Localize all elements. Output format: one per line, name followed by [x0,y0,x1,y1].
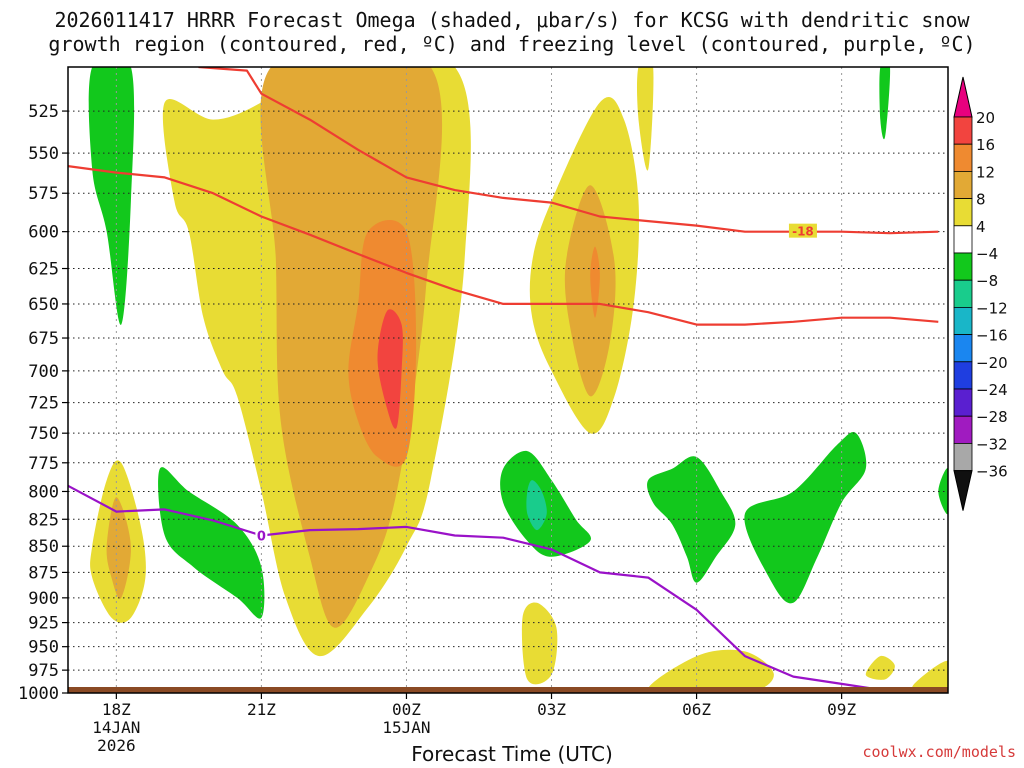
colorbar-label-8: −16 [976,327,1008,345]
x-tick-label-18Z-2: 2026 [97,736,136,755]
colorbar-label-13: −36 [976,463,1008,481]
colorbar-label-1: 16 [976,136,995,154]
y-tick-label-850: 850 [28,537,59,557]
x-tick-label-00Z-0: 00Z [392,700,421,719]
x-tick-label-00Z-1: 15JAN [382,718,430,737]
colorbar-swatch-2 [953,143,973,172]
contour-label-bg-0 [255,527,268,543]
omega-region-up-12-7 [590,246,600,318]
y-tick-label-650: 650 [28,295,59,315]
y-tick-label-525: 525 [28,102,59,122]
colorbar-swatch-9 [953,334,973,363]
y-tick-label-950: 950 [28,638,59,658]
omega-region-up-4-0 [88,67,135,325]
y-tick-label-875: 875 [28,563,59,583]
y-tick-label-625: 625 [28,260,59,280]
x-tick-label-21Z-0: 21Z [247,700,276,719]
y-tick-label-700: 700 [28,362,59,382]
y-tick-label-925: 925 [28,614,59,634]
omega-region-up-8-6 [564,185,616,397]
contour-label-18: -18 [792,225,814,239]
y-tick-label-775: 775 [28,454,59,474]
colorbar-swatch-10 [953,361,973,390]
omega-region-up-4-19 [647,649,774,693]
y-tick-label-725: 725 [28,394,59,414]
y-tick-label-575: 575 [28,184,59,204]
colorbar-label-0: 20 [976,109,995,127]
colorbar-label-6: −8 [976,272,998,290]
colorbar-bottom-arrow [953,470,973,511]
colorbar-swatch-7 [953,279,973,308]
colorbar-swatch-4 [953,198,973,227]
contour-line-1 [68,165,939,326]
omega-region-down-4-14 [744,432,867,604]
x-tick-label-18Z-1: 14JAN [92,718,140,737]
omega-region-down-8-9 [526,480,547,531]
colorbar-swatch-8 [953,306,973,335]
plot-frame [67,66,949,694]
y-tick-label-1000: 1000 [18,684,59,704]
omega-region-up-8-12 [106,497,131,599]
x-tick-label-18Z-0: 18Z [102,700,131,719]
y-tick-label-900: 900 [28,589,59,609]
colorbar-swatch-11 [953,388,973,417]
omega-region-down-4-10 [158,467,265,619]
colorbar-swatch-6 [953,252,973,281]
omega-region-up-4-20 [865,655,895,680]
omega-region-up-4-17 [637,67,654,171]
colorbar-swatch-13 [953,442,973,471]
colorbar-swatch-3 [953,170,973,199]
colorbar-label-2: 12 [976,163,995,181]
x-tick-label-03Z-0: 03Z [537,700,566,719]
omega-region-up-16-4 [377,309,403,429]
colorbar-label-9: −20 [976,354,1008,372]
colorbar-label-10: −24 [976,381,1008,399]
colorbar-label-4: 4 [976,218,986,236]
site-credit: coolwx.com/models [862,743,1016,761]
colorbar-label-12: −32 [976,435,1008,453]
colorbar-swatch-1 [953,116,973,145]
colorbar-label-5: −4 [976,245,998,263]
colorbar-label-7: −12 [976,299,1008,317]
omega-region-down-4-16 [879,67,891,140]
chart-title-line-2: growth region (contoured, red, ºC) and f… [48,32,976,56]
freezing-level-label: 0 [257,530,266,545]
contour-line-2 [68,484,891,693]
y-tick-label-800: 800 [28,482,59,502]
terrain-ground-strip [68,687,948,693]
x-axis-title: Forecast Time (UTC) [411,742,613,766]
colorbar-swatch-5 [953,225,973,254]
omega-region-up-4-21 [912,660,948,693]
y-tick-label-550: 550 [28,144,59,164]
contour-label-bg-18 [788,223,817,238]
y-tick-label-675: 675 [28,329,59,349]
x-tick-label-06Z-0: 06Z [682,700,711,719]
y-tick-label-825: 825 [28,510,59,530]
x-tick-label-09Z-0: 09Z [827,700,856,719]
y-tick-label-600: 600 [28,223,59,243]
omega-region-down-4-13 [647,456,736,583]
colorbar-label-11: −28 [976,408,1008,426]
y-tick-label-750: 750 [28,424,59,444]
colorbar-top-arrow [953,76,973,118]
y-tick-label-975: 975 [28,661,59,681]
colorbar-swatch-12 [953,415,973,444]
chart-title-line-1: 2026011417 HRRR Forecast Omega (shaded, … [54,8,970,32]
colorbar-label-3: 8 [976,191,986,209]
